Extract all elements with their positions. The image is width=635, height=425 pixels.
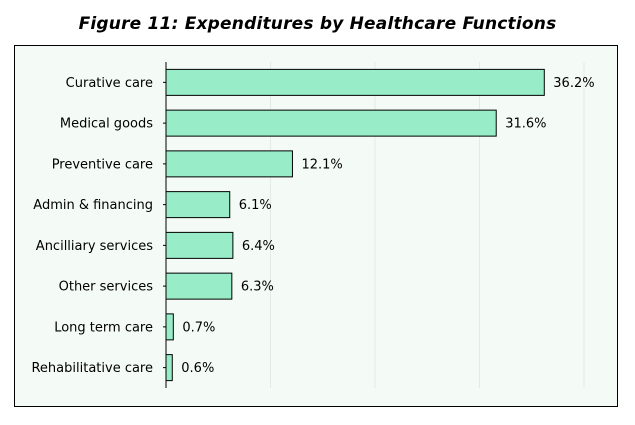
- chart-frame: [14, 45, 618, 407]
- category-label: Medical goods: [60, 117, 153, 132]
- value-label: 31.6%: [505, 117, 546, 132]
- value-labels: 36.2% 31.6% 12.1% 6.1% 6.4% 6.3% 0.7% 0.6%: [181, 76, 594, 376]
- bar: [165, 354, 173, 382]
- bar: [165, 191, 231, 219]
- y-axis-ticks: [163, 81, 166, 369]
- category-label: Long term care: [54, 320, 153, 335]
- value-label: 12.1%: [301, 157, 342, 172]
- figure-title: Figure 11: Expenditures by Healthcare Fu…: [78, 14, 557, 34]
- category-label: Other services: [59, 280, 154, 295]
- bar: [165, 272, 233, 300]
- value-label: 6.1%: [239, 198, 272, 213]
- value-label: 0.7%: [182, 320, 215, 335]
- bar: [165, 109, 497, 137]
- category-labels: Curative care Medical goods Preventive car…: [31, 76, 153, 376]
- category-label: Curative care: [66, 76, 153, 91]
- category-label: Rehabilitative care: [31, 361, 153, 376]
- value-label: 36.2%: [553, 76, 594, 91]
- category-label: Ancilliary services: [36, 239, 153, 254]
- bar: [165, 313, 174, 341]
- bar: [165, 150, 293, 178]
- bars: [165, 68, 545, 382]
- value-label: 6.4%: [242, 239, 275, 254]
- category-label: Preventive care: [52, 157, 153, 172]
- value-label: 0.6%: [181, 361, 214, 376]
- category-label: Admin & financing: [33, 198, 153, 213]
- bar: [165, 68, 545, 96]
- bar: [165, 231, 234, 259]
- value-label: 6.3%: [241, 280, 274, 295]
